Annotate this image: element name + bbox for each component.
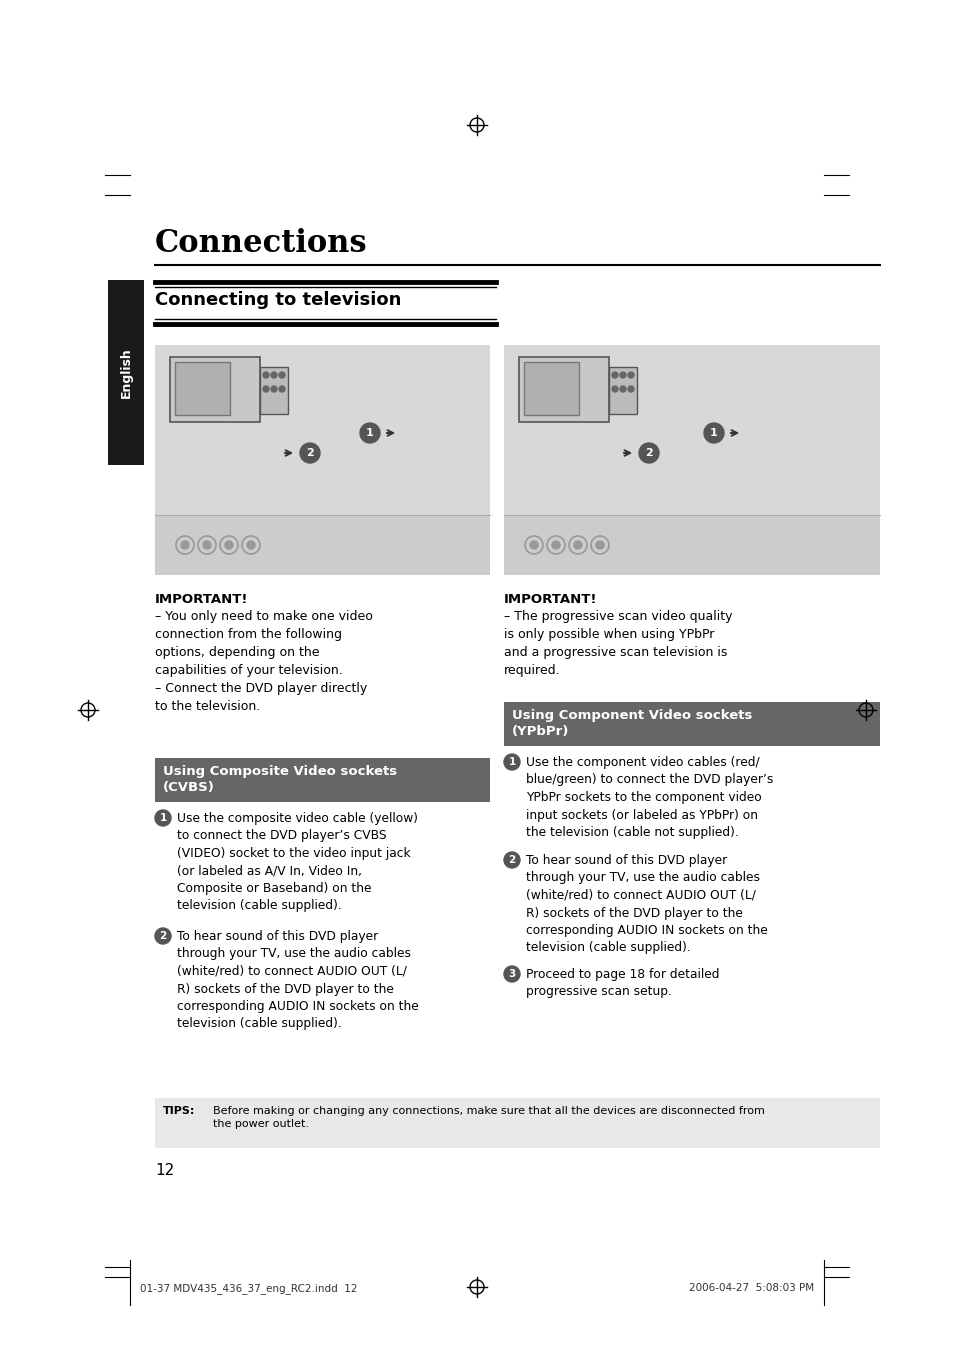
- Circle shape: [278, 386, 285, 391]
- Text: To hear sound of this DVD player
through your TV, use the audio cables
(white/re: To hear sound of this DVD player through…: [525, 855, 767, 954]
- Text: – The progressive scan video quality
is only possible when using YPbPr
and a pro: – The progressive scan video quality is …: [503, 610, 732, 676]
- Text: Connections: Connections: [154, 228, 367, 259]
- FancyBboxPatch shape: [260, 367, 288, 414]
- Text: 2: 2: [508, 855, 515, 865]
- Text: Using Composite Video sockets
(CVBS): Using Composite Video sockets (CVBS): [163, 765, 396, 795]
- Text: Proceed to page 18 for detailed
progressive scan setup.: Proceed to page 18 for detailed progress…: [525, 968, 719, 999]
- FancyBboxPatch shape: [608, 367, 637, 414]
- FancyBboxPatch shape: [108, 279, 144, 464]
- Text: To hear sound of this DVD player
through your TV, use the audio cables
(white/re: To hear sound of this DVD player through…: [177, 930, 418, 1030]
- Text: Connecting to television: Connecting to television: [154, 292, 401, 309]
- FancyBboxPatch shape: [154, 757, 490, 802]
- Circle shape: [627, 373, 634, 378]
- Circle shape: [263, 386, 269, 391]
- Circle shape: [639, 443, 659, 463]
- Circle shape: [203, 541, 211, 549]
- Text: Use the composite video cable (yellow)
to connect the DVD player’s CVBS
(VIDEO) : Use the composite video cable (yellow) t…: [177, 811, 417, 913]
- Circle shape: [503, 967, 519, 981]
- Circle shape: [552, 541, 559, 549]
- Circle shape: [271, 373, 276, 378]
- Text: 2006-04-27  5:08:03 PM: 2006-04-27 5:08:03 PM: [688, 1282, 813, 1293]
- Text: Using Component Video sockets
(YPbPr): Using Component Video sockets (YPbPr): [512, 709, 752, 738]
- Text: English: English: [119, 347, 132, 398]
- Circle shape: [503, 755, 519, 770]
- Circle shape: [627, 386, 634, 391]
- Text: TIPS:: TIPS:: [163, 1106, 195, 1116]
- Circle shape: [247, 541, 254, 549]
- Text: 2: 2: [644, 448, 652, 458]
- Text: 12: 12: [154, 1162, 174, 1179]
- Text: 1: 1: [366, 428, 374, 437]
- FancyBboxPatch shape: [518, 356, 608, 423]
- Text: IMPORTANT!: IMPORTANT!: [154, 593, 248, 606]
- Circle shape: [299, 443, 319, 463]
- Circle shape: [503, 852, 519, 868]
- Text: 1: 1: [508, 757, 515, 767]
- Circle shape: [263, 373, 269, 378]
- Circle shape: [154, 810, 171, 826]
- FancyBboxPatch shape: [503, 702, 879, 747]
- Text: 1: 1: [159, 813, 167, 823]
- Circle shape: [181, 541, 189, 549]
- FancyBboxPatch shape: [154, 1098, 879, 1148]
- FancyBboxPatch shape: [503, 346, 879, 575]
- Text: – You only need to make one video
connection from the following
options, dependi: – You only need to make one video connec…: [154, 610, 373, 713]
- Circle shape: [703, 423, 723, 443]
- Text: 01-37 MDV435_436_37_eng_RC2.indd  12: 01-37 MDV435_436_37_eng_RC2.indd 12: [140, 1282, 357, 1293]
- FancyBboxPatch shape: [523, 362, 578, 414]
- Circle shape: [271, 386, 276, 391]
- Text: Before making or changing any connections, make sure that all the devices are di: Before making or changing any connection…: [213, 1106, 764, 1129]
- Text: Use the component video cables (red/
blue/green) to connect the DVD player’s
YPb: Use the component video cables (red/ blu…: [525, 756, 773, 838]
- Text: 1: 1: [709, 428, 717, 437]
- Text: 2: 2: [159, 931, 167, 941]
- Text: 2: 2: [306, 448, 314, 458]
- FancyBboxPatch shape: [174, 362, 230, 414]
- FancyBboxPatch shape: [503, 514, 879, 575]
- Circle shape: [278, 373, 285, 378]
- Circle shape: [619, 373, 625, 378]
- Text: 3: 3: [508, 969, 515, 979]
- Text: IMPORTANT!: IMPORTANT!: [503, 593, 597, 606]
- Circle shape: [619, 386, 625, 391]
- FancyBboxPatch shape: [170, 356, 260, 423]
- Circle shape: [612, 373, 618, 378]
- Circle shape: [612, 386, 618, 391]
- Circle shape: [530, 541, 537, 549]
- FancyBboxPatch shape: [154, 346, 490, 575]
- Circle shape: [225, 541, 233, 549]
- Circle shape: [596, 541, 603, 549]
- Circle shape: [154, 927, 171, 944]
- Circle shape: [359, 423, 379, 443]
- Circle shape: [574, 541, 581, 549]
- FancyBboxPatch shape: [154, 514, 490, 575]
